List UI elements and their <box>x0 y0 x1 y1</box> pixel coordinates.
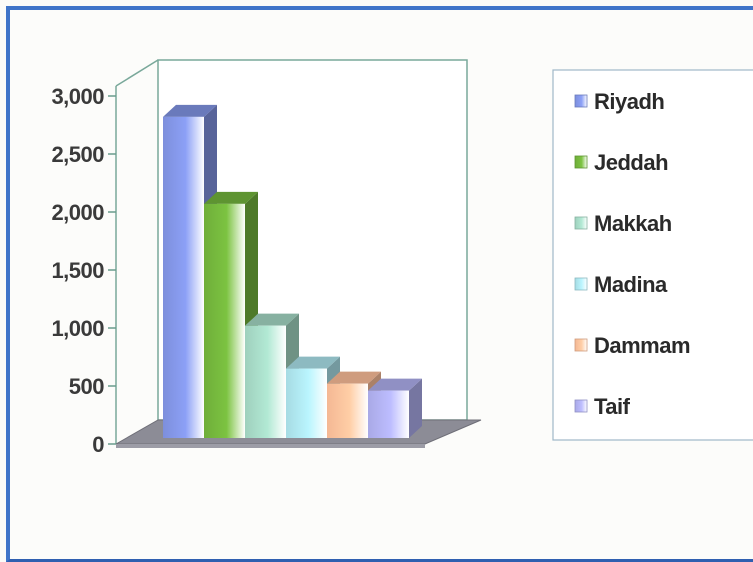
legend-label: Riyadh <box>594 89 664 114</box>
y-axis: 0 500 1,000 1,500 2,000 2,500 3,000 <box>51 84 116 457</box>
bar-front <box>286 368 327 438</box>
y-tick-label: 2,500 <box>51 142 104 167</box>
legend-label: Jeddah <box>594 150 668 175</box>
bar-top <box>163 104 217 117</box>
legend-item-jeddah: Jeddah <box>574 150 669 175</box>
legend-swatch <box>574 399 588 413</box>
legend-item-madina: Madina <box>574 272 669 297</box>
bar-top <box>245 313 299 326</box>
bar-top <box>286 356 340 369</box>
legend-label: Dammam <box>594 333 690 358</box>
legend-item-makkah: Makkah <box>574 211 672 236</box>
y-tick-label: 500 <box>69 374 104 399</box>
bar-top <box>327 371 381 384</box>
floor-front <box>116 444 425 448</box>
y-tick-label: 1,000 <box>51 316 104 341</box>
legend-item-dammam: Dammam <box>574 333 691 358</box>
legend-label: Makkah <box>594 211 672 236</box>
bar-front <box>163 116 204 438</box>
y-tick-label: 1,500 <box>51 258 104 283</box>
bar-front <box>204 203 245 438</box>
bars <box>163 104 422 438</box>
legend-swatch <box>574 216 588 230</box>
bar-side <box>409 378 422 438</box>
legend-swatch <box>574 94 588 108</box>
bar-front <box>327 383 368 438</box>
legend-item-riyadh: Riyadh <box>574 89 665 114</box>
y-tick-label: 3,000 <box>51 84 104 109</box>
legend-box <box>552 69 753 441</box>
bar-makkah <box>245 313 299 438</box>
legend-label: Taif <box>594 394 631 419</box>
y-tick-label: 2,000 <box>51 200 104 225</box>
legend-swatch <box>574 155 588 169</box>
bar-top <box>368 378 422 391</box>
left-wall-top-edge <box>115 59 159 87</box>
legend-swatch <box>574 338 588 352</box>
y-tick-label: 0 <box>92 432 104 457</box>
legend: Riyadh Jeddah Makkah Madina Dammam Taif <box>552 69 753 441</box>
bar-front <box>368 390 409 438</box>
legend-item-taif: Taif <box>574 394 631 419</box>
legend-label: Madina <box>594 272 668 297</box>
bar-front <box>245 325 286 438</box>
legend-swatch <box>574 277 588 291</box>
bar-top <box>204 191 258 204</box>
bar-taif <box>368 378 422 438</box>
